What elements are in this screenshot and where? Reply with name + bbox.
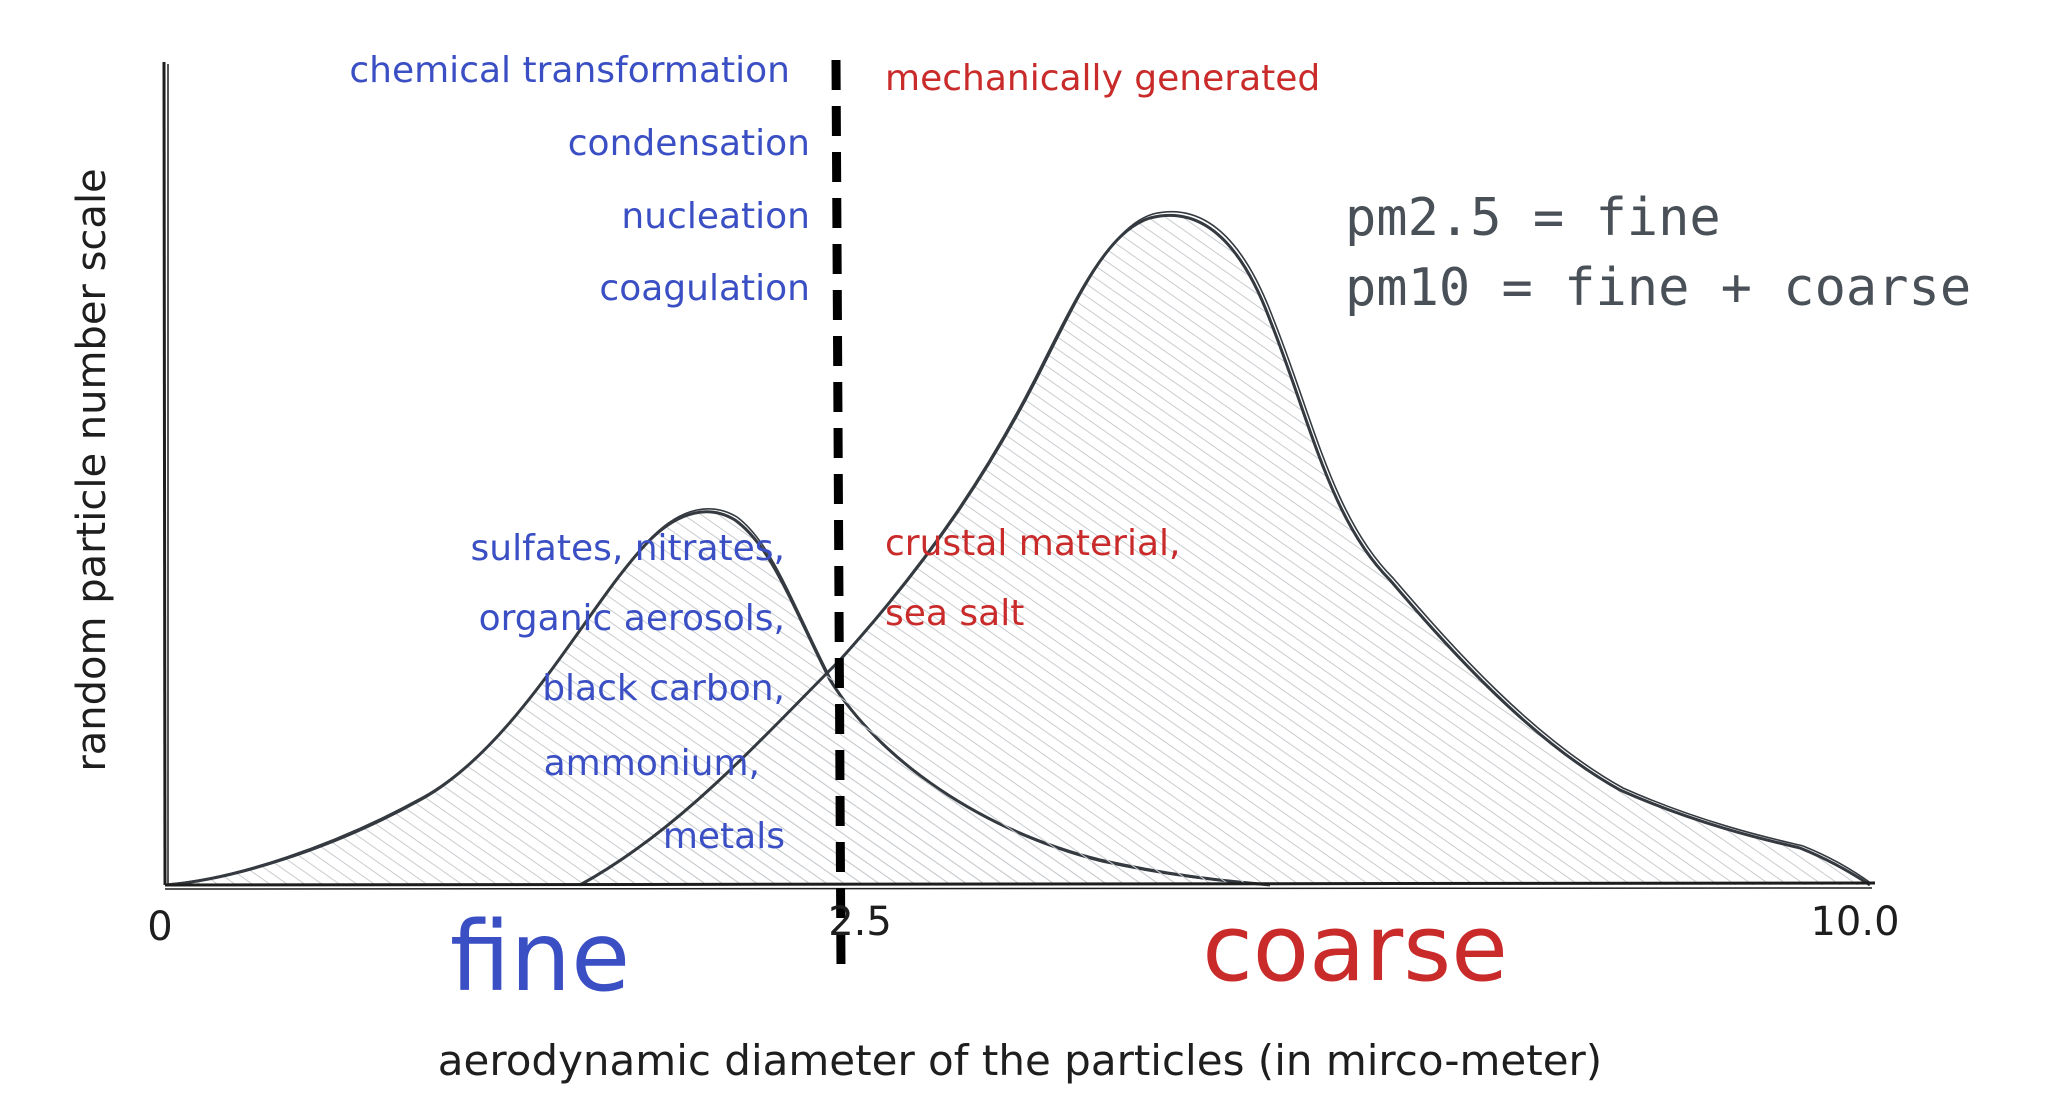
fine-process-nucleation: nucleation — [621, 196, 810, 237]
tick-0: 0 — [147, 904, 172, 950]
coarse-mode-curve-sketch — [583, 210, 1873, 885]
x-axis-label: aerodynamic diameter of the particles (i… — [438, 1036, 1602, 1085]
pm25-cutoff-line — [831, 59, 846, 971]
tick-10: 10.0 — [1810, 899, 1899, 945]
y-axis — [162, 61, 167, 886]
definition-pm25: pm2.5 = fine — [1345, 188, 1721, 248]
coarse-label: coarse — [1202, 895, 1508, 1002]
coarse-component-sea-salt: sea salt — [885, 593, 1024, 634]
fine-component-metals: metals — [663, 816, 785, 857]
coarse-mode-fill — [580, 215, 1870, 886]
fine-label: fine — [450, 901, 630, 1013]
fine-component-organic-aerosols: organic aerosols, — [479, 598, 785, 639]
tick-2-5: 2.5 — [828, 899, 892, 945]
fine-component-black-carbon: black carbon, — [542, 668, 785, 709]
fine-mode-fill — [165, 511, 1270, 885]
fine-component-sulfates-nitrates: sulfates, nitrates, — [471, 528, 785, 569]
coarse-component-crustal-material: crustal material, — [885, 523, 1181, 564]
x-axis — [164, 881, 1876, 887]
fine-process-chemical-transformation: chemical transformation — [349, 50, 790, 91]
fine-process-coagulation: coagulation — [599, 268, 810, 309]
x-axis-sketch — [164, 887, 1873, 890]
y-axis-label: random particle number scale — [69, 168, 115, 771]
fine-component-ammonium: ammonium, — [544, 743, 760, 784]
coarse-process-mechanically-generated: mechanically generated — [885, 58, 1320, 99]
definition-pm10: pm10 = fine + coarse — [1345, 258, 1971, 318]
fine-process-condensation: condensation — [568, 123, 810, 164]
